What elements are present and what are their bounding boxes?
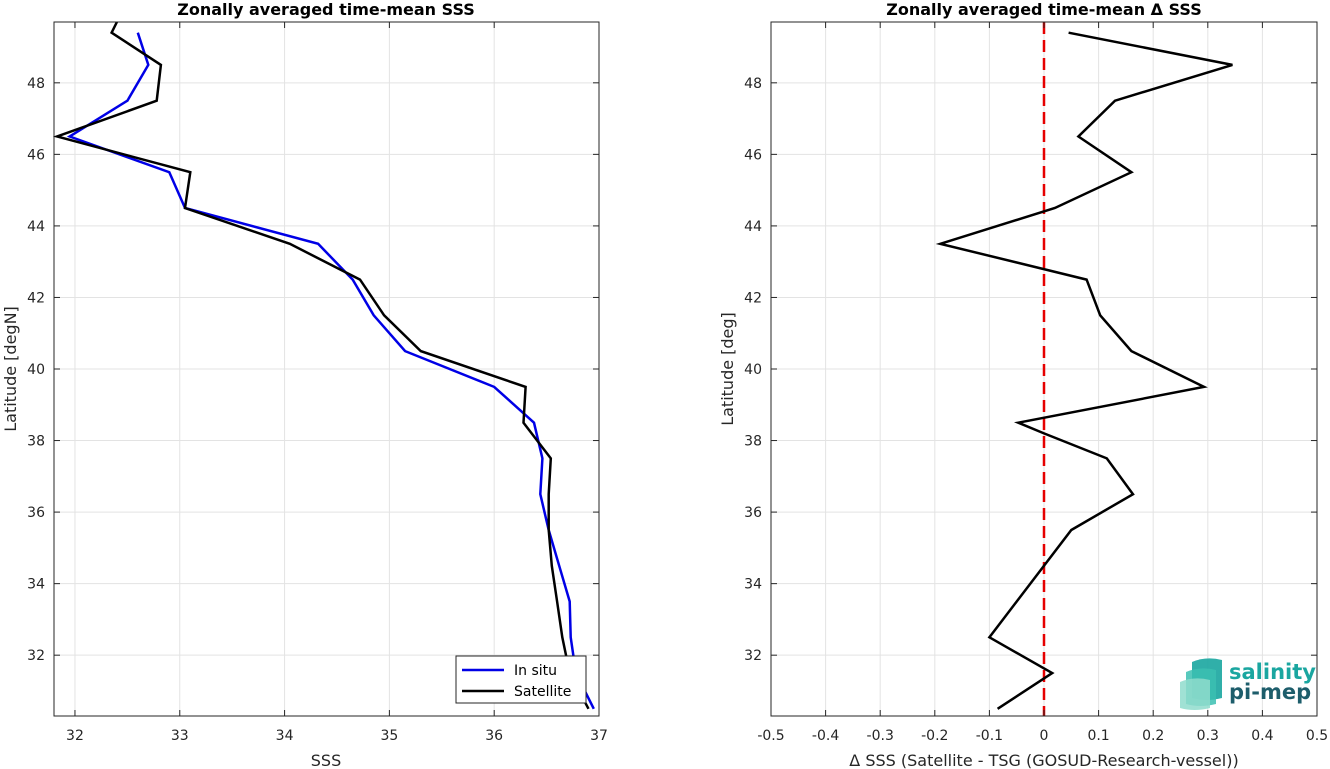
sss-ticks: 32 33 34 35 36 37 32 34 36 38 40 42 44 46 48 (27, 22, 608, 744)
delta-sss-y-tick-label: 38 (744, 434, 762, 450)
delta-sss-y-tick-label: 32 (744, 648, 762, 664)
delta-sss-y-tick-label: 46 (744, 147, 762, 163)
delta-sss-x-tick-label: 0.4 (1251, 728, 1273, 744)
sss-grid (54, 22, 600, 716)
logo-line2: pi-mep (1229, 680, 1311, 704)
legend: In situ Satellite (455, 655, 587, 704)
delta-sss-x-tick-label: -0.2 (921, 728, 948, 744)
sss-y-tick-label: 32 (27, 648, 45, 664)
legend-box (455, 655, 587, 704)
sss-y-tick-label: 46 (27, 147, 45, 163)
delta-sss-x-tick-label: 0.5 (1306, 728, 1328, 744)
delta-sss-x-tick-label: -0.4 (812, 728, 839, 744)
delta-sss-x-axis-label: Δ SSS (Satellite - TSG (GOSUD-Research-v… (849, 751, 1238, 769)
delta-sss-x-tick-label: -0.1 (976, 728, 1003, 744)
delta-sss-x-tick-label: 0.1 (1087, 728, 1109, 744)
sss-panel: 32 33 34 35 36 37 32 34 36 38 40 42 44 46 48 Zonally a… (1, 0, 608, 769)
delta-sss-x-tick-label: 0 (1040, 728, 1049, 744)
logo-wave-icon (1180, 658, 1222, 710)
legend-label-in-situ: In situ (514, 663, 557, 679)
sss-y-tick-label: 48 (27, 76, 45, 92)
delta-sss-series (935, 22, 1233, 716)
sss-x-tick-label: 32 (66, 728, 84, 744)
delta-sss-ticks: -0.5 -0.4 -0.3 -0.2 -0.1 0 0.1 0.2 0.3 0.4 0.5 32 34… (744, 22, 1328, 744)
delta-sss-y-tick-label: 36 (744, 505, 762, 521)
legend-label-satellite: Satellite (514, 684, 571, 700)
salinity-pi-mep-logo: salinity pi-mep (1180, 658, 1316, 710)
delta-sss-y-tick-label: 42 (744, 290, 762, 306)
sss-y-tick-label: 44 (27, 219, 45, 235)
sss-x-tick-label: 36 (485, 728, 503, 744)
sss-y-tick-label: 42 (27, 290, 45, 306)
delta-sss-y-tick-label: 34 (744, 577, 762, 593)
sss-x-tick-label: 35 (380, 728, 398, 744)
sss-title: Zonally averaged time-mean SSS (177, 0, 475, 19)
delta-sss-x-tick-label: -0.5 (757, 728, 784, 744)
delta-sss-title: Zonally averaged time-mean Δ SSS (886, 0, 1202, 19)
delta-sss-y-tick-label: 48 (744, 76, 762, 92)
delta-sss-panel: -0.5 -0.4 -0.3 -0.2 -0.1 0 0.1 0.2 0.3 0.4 0.5 32 34… (718, 0, 1328, 769)
sss-y-tick-label: 38 (27, 434, 45, 450)
delta-sss-x-tick-label: 0.2 (1142, 728, 1164, 744)
sss-x-tick-label: 33 (171, 728, 189, 744)
sss-y-axis-label: Latitude [degN] (1, 306, 20, 432)
delta-sss-y-tick-label: 44 (744, 219, 762, 235)
sss-y-tick-label: 36 (27, 505, 45, 521)
sss-y-tick-label: 40 (27, 362, 45, 378)
delta-sss-x-tick-label: -0.3 (867, 728, 894, 744)
delta-sss-y-tick-label: 40 (744, 362, 762, 378)
sss-series-line-in-situ (66, 32, 595, 710)
logo-line1: salinity (1229, 660, 1316, 684)
sss-series (52, 21, 595, 710)
delta-sss-x-tick-label: 0.3 (1197, 728, 1219, 744)
sss-x-tick-label: 34 (276, 728, 294, 744)
sss-series-line-satellite (52, 21, 590, 710)
sss-y-tick-label: 34 (27, 577, 45, 593)
sss-x-tick-label: 37 (590, 728, 608, 744)
sss-x-axis-label: SSS (311, 751, 341, 769)
delta-sss-series-line-delta (935, 31, 1233, 710)
delta-sss-y-axis-label: Latitude [deg] (718, 312, 737, 426)
